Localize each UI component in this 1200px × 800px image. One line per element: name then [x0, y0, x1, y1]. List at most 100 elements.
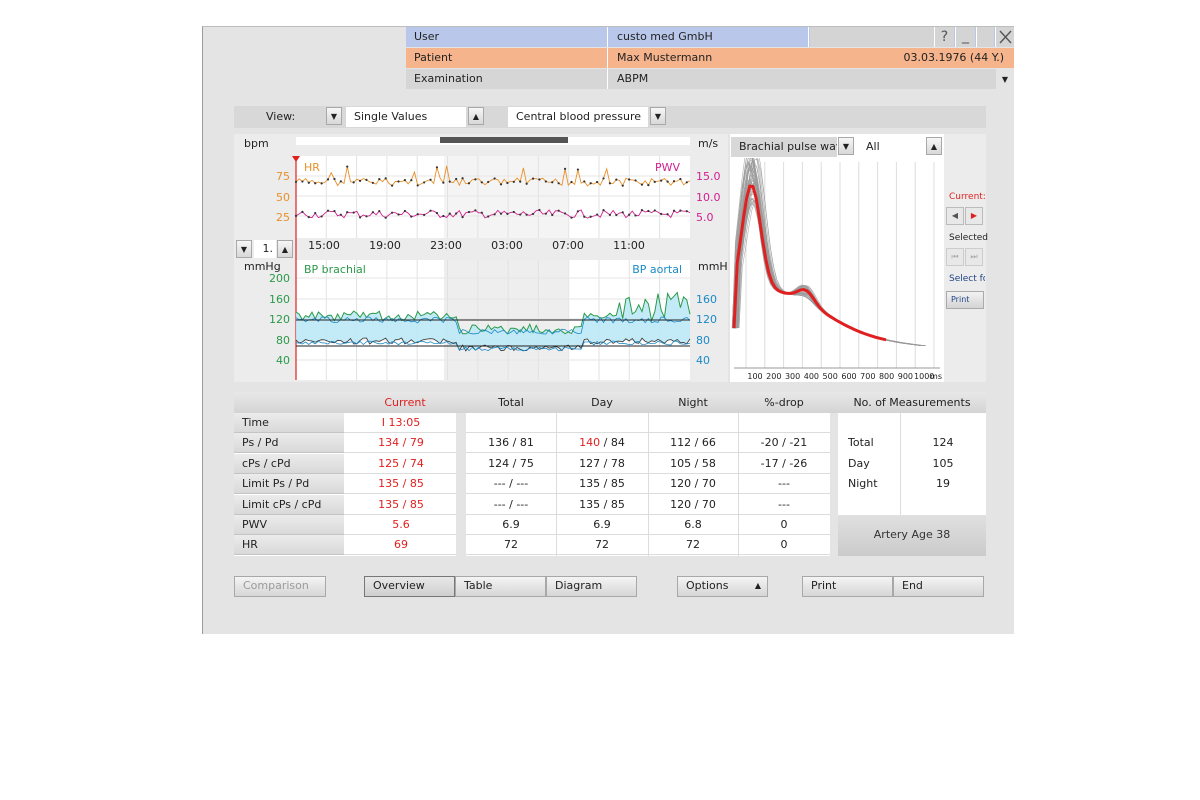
selected-last-button[interactable]: ⏭: [965, 248, 983, 266]
hr-point: [647, 184, 650, 187]
pwv-point: [499, 212, 503, 215]
trend-chart: HR PWV 75 50 25 15.0 10.0 5.0 15:00 19:00 23:00 03:…: [244, 156, 728, 380]
row-label: Ps / Pd: [234, 433, 344, 454]
options-label: Options: [686, 579, 729, 592]
hr-point: [538, 178, 541, 181]
hr-point: [429, 178, 432, 181]
hr-point: [455, 177, 458, 181]
view-left-dropdown[interactable]: ▼: [326, 107, 342, 125]
pwv-point: [512, 210, 515, 214]
hr-point: [525, 182, 528, 185]
end-button[interactable]: End: [893, 576, 984, 597]
cell-night: 72: [686, 538, 700, 552]
mode-select[interactable]: Central blood pressure: [508, 107, 648, 127]
hr-point: [660, 179, 663, 182]
side-print-button[interactable]: Print: [946, 291, 984, 309]
diagram-button[interactable]: Diagram: [546, 576, 637, 597]
comparison-button[interactable]: Comparison: [234, 576, 326, 597]
hr-point: [320, 182, 323, 185]
selected-first-button[interactable]: ⏮: [946, 248, 964, 266]
cell-total: --- / ---: [493, 477, 529, 491]
pwv-tick: 15.0: [696, 170, 721, 183]
minimize-button[interactable]: _: [955, 27, 975, 47]
options-button[interactable]: Options ▲: [677, 576, 768, 597]
hr-point: [499, 183, 503, 186]
pulse-wave-selector[interactable]: Brachial pulse wave: [731, 137, 837, 157]
hr-point: [326, 178, 330, 181]
column-divider: [556, 413, 557, 556]
user-row: User custo med GmbH: [406, 27, 1014, 47]
pulse-wave-dropdown[interactable]: ▼: [838, 137, 854, 155]
current-next-button[interactable]: ▶: [965, 207, 983, 225]
close-button[interactable]: [995, 27, 1014, 47]
pwv-point: [410, 215, 413, 218]
help-button[interactable]: ?: [934, 27, 954, 47]
pwv-point: [358, 216, 362, 219]
cell-current: I 13:05: [381, 416, 421, 429]
bp-right-tick: 80: [696, 334, 710, 347]
pwv-point: [608, 213, 612, 217]
pwv-point: [551, 213, 554, 217]
zoom-value[interactable]: 1.: [254, 240, 276, 258]
table-button[interactable]: Table: [455, 576, 546, 597]
cell-current: 69: [394, 538, 408, 552]
view-up-button[interactable]: ▲: [468, 107, 484, 125]
cell-total: 6.9: [502, 518, 520, 531]
zoom-down-button[interactable]: ▼: [236, 240, 252, 258]
chevron-down-icon: ▼: [842, 142, 850, 151]
window-blank-button[interactable]: [976, 27, 994, 47]
pwv-point: [371, 211, 374, 214]
user-label: User: [406, 27, 608, 47]
hr-point: [608, 182, 612, 185]
zoom-up-button[interactable]: ▲: [277, 240, 293, 258]
hr-point: [410, 179, 413, 182]
pulse-wave-highlight: [732, 184, 887, 342]
pulse-filter-select[interactable]: All: [858, 137, 924, 157]
hr-point: [416, 184, 419, 187]
row-separator: [344, 452, 830, 454]
hr-point: [314, 182, 317, 185]
mode-dropdown[interactable]: ▼: [650, 107, 666, 125]
overview-button[interactable]: Overview: [364, 576, 455, 597]
examination-dropdown[interactable]: ▼: [996, 69, 1014, 89]
hr-point: [307, 181, 310, 184]
current-prev-button[interactable]: ◀: [946, 207, 964, 225]
cell-total: 136 / 81: [488, 436, 534, 450]
pwv-point: [352, 211, 355, 214]
column-divider: [738, 413, 739, 556]
cell-drop: 0: [780, 518, 788, 531]
pwv-point: [429, 209, 432, 212]
pwv-point: [570, 216, 573, 219]
pwv-point: [455, 212, 458, 215]
bp-unit-right: mmHg: [698, 260, 728, 273]
time-range-handle[interactable]: [440, 137, 568, 143]
cell-drop: [738, 413, 830, 433]
hr-point: [461, 177, 464, 180]
bp-left-tick: 120: [269, 313, 290, 326]
time-range-slider[interactable]: [296, 137, 690, 145]
select-for-label: Select fo: [949, 274, 985, 284]
cell-drop: -20 / -21: [760, 436, 808, 450]
hr-point: [358, 179, 362, 182]
hr-point: [384, 177, 387, 180]
row-separator: [344, 554, 830, 556]
pwv-line: [295, 209, 691, 219]
brachial-systolic-line: [295, 291, 691, 335]
view-select[interactable]: Single Values: [346, 107, 466, 127]
print-button[interactable]: Print: [802, 576, 893, 597]
hr-point: [576, 168, 579, 171]
cell-day: 6.9: [593, 518, 611, 531]
cell-total: [466, 413, 556, 433]
examination-row[interactable]: Examination ABPM ▼: [406, 69, 1014, 89]
patient-label: Patient: [406, 48, 608, 68]
pwv-point: [544, 212, 547, 215]
pulse-x-tick: 500: [823, 372, 838, 381]
cell-night: 6.8: [684, 518, 702, 531]
pulse-filter-up-button[interactable]: ▲: [926, 137, 942, 155]
pwv-point: [666, 213, 669, 216]
pwv-point: [365, 215, 368, 218]
artery-age: Artery Age 38: [873, 528, 951, 541]
time-tick: 07:00: [552, 239, 584, 252]
pwv-point: [589, 215, 592, 218]
